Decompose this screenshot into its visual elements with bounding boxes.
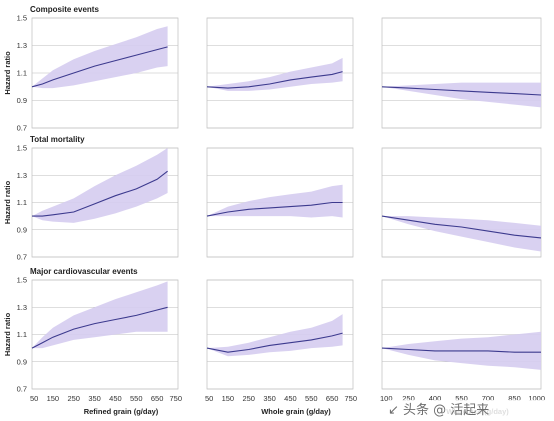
hazard-ratio-line bbox=[31, 306, 168, 349]
x-tick-label: 450 bbox=[284, 394, 297, 403]
row-title-3: Major cardiovascular events bbox=[30, 267, 138, 276]
x-tick-label: 700 bbox=[482, 394, 495, 403]
panel-r1-c3 bbox=[381, 17, 542, 129]
x-tick-label: 50 bbox=[205, 394, 213, 403]
x-tick-label: 250 bbox=[402, 394, 415, 403]
y-tick-label: 0.7 bbox=[17, 124, 27, 133]
x-tick-label: 550 bbox=[455, 394, 468, 403]
y-tick-label: 1.1 bbox=[17, 198, 27, 207]
y-tick-label: 1.5 bbox=[17, 144, 27, 153]
x-tick-label: 650 bbox=[326, 394, 339, 403]
x-tick-label: 150 bbox=[222, 394, 235, 403]
panel-r2-c3 bbox=[381, 147, 542, 258]
figure-layer: Composite events Hazard ratio 0.7 0.9 1.1 1.3… bbox=[3, 5, 545, 416]
confidence-band bbox=[207, 184, 343, 218]
y-tick-label: 1.1 bbox=[17, 69, 27, 78]
x-tick-label: 650 bbox=[151, 394, 164, 403]
hazard-ratio-line bbox=[31, 46, 168, 88]
y-tick-label: 1.3 bbox=[17, 171, 27, 180]
x-tick-label: 400 bbox=[429, 394, 442, 403]
y-tick-label: 0.7 bbox=[17, 253, 27, 262]
x-tick-label: 350 bbox=[88, 394, 101, 403]
x-tick-label: 750 bbox=[344, 394, 357, 403]
x-tick-label: 150 bbox=[47, 394, 60, 403]
x-tick-label: 550 bbox=[305, 394, 318, 403]
confidence-band bbox=[32, 281, 168, 349]
hazard-ratio-line bbox=[381, 215, 542, 239]
x-tick-label: 100 bbox=[380, 394, 393, 403]
panel-r3-c2 bbox=[206, 279, 354, 390]
y-tick-label: 0.7 bbox=[17, 385, 27, 394]
x-tick-label: 450 bbox=[109, 394, 122, 403]
x-axis-label-col-1: Refined grain (g/day) bbox=[84, 407, 159, 416]
watermark: ↙ 头条 @ 活起来 bbox=[388, 400, 554, 421]
x-axis-label-col-2: Whole grain (g/day) bbox=[261, 407, 331, 416]
confidence-band bbox=[32, 26, 168, 89]
hazard-ratio-line bbox=[206, 71, 343, 89]
y-tick-label: 0.9 bbox=[17, 357, 27, 366]
x-tick-label: 850 bbox=[508, 394, 521, 403]
hazard-ratio-line bbox=[32, 170, 168, 217]
x-tick-label: 1000 bbox=[528, 394, 545, 403]
panel-r3-c1 bbox=[31, 279, 179, 390]
x-tick-label: 50 bbox=[30, 394, 38, 403]
confidence-band bbox=[382, 216, 541, 252]
y-tick-label: 1.3 bbox=[17, 41, 27, 50]
confidence-band bbox=[207, 314, 343, 357]
hazard-ratio-line bbox=[381, 347, 541, 353]
x-tick-label: 250 bbox=[67, 394, 80, 403]
panel-r2-c2 bbox=[206, 147, 354, 258]
panel-r1-c2 bbox=[206, 17, 354, 129]
x-tick-label: 550 bbox=[130, 394, 143, 403]
y-tick-label: 1.1 bbox=[17, 330, 27, 339]
y-tick-label: 0.9 bbox=[17, 225, 27, 234]
hazard-ratio-line bbox=[381, 86, 542, 96]
y-tick-label: 1.5 bbox=[17, 14, 27, 23]
y-axis-label-row-3: Hazard ratio bbox=[3, 312, 12, 356]
y-axis-label-row-2: Hazard ratio bbox=[3, 180, 12, 224]
y-tick-label: 1.3 bbox=[17, 303, 27, 312]
confidence-band bbox=[32, 148, 168, 223]
row-title-2: Total mortality bbox=[30, 135, 85, 144]
confidence-band bbox=[207, 57, 343, 91]
hazard-ratio-line bbox=[206, 201, 343, 217]
x-tick-label: 250 bbox=[242, 394, 255, 403]
y-axis-label-row-1: Hazard ratio bbox=[3, 51, 12, 95]
hazard-ratio-line bbox=[206, 332, 343, 353]
panel-r3-c3 bbox=[381, 279, 542, 390]
y-tick-label: 1.5 bbox=[17, 276, 27, 285]
y-tick-label: 0.9 bbox=[17, 96, 27, 105]
x-tick-label: 350 bbox=[263, 394, 276, 403]
panel-r1-c1 bbox=[31, 17, 179, 129]
panel-r2-c1 bbox=[31, 147, 179, 258]
x-tick-label: 750 bbox=[169, 394, 182, 403]
row-title-1: Composite events bbox=[30, 5, 99, 14]
